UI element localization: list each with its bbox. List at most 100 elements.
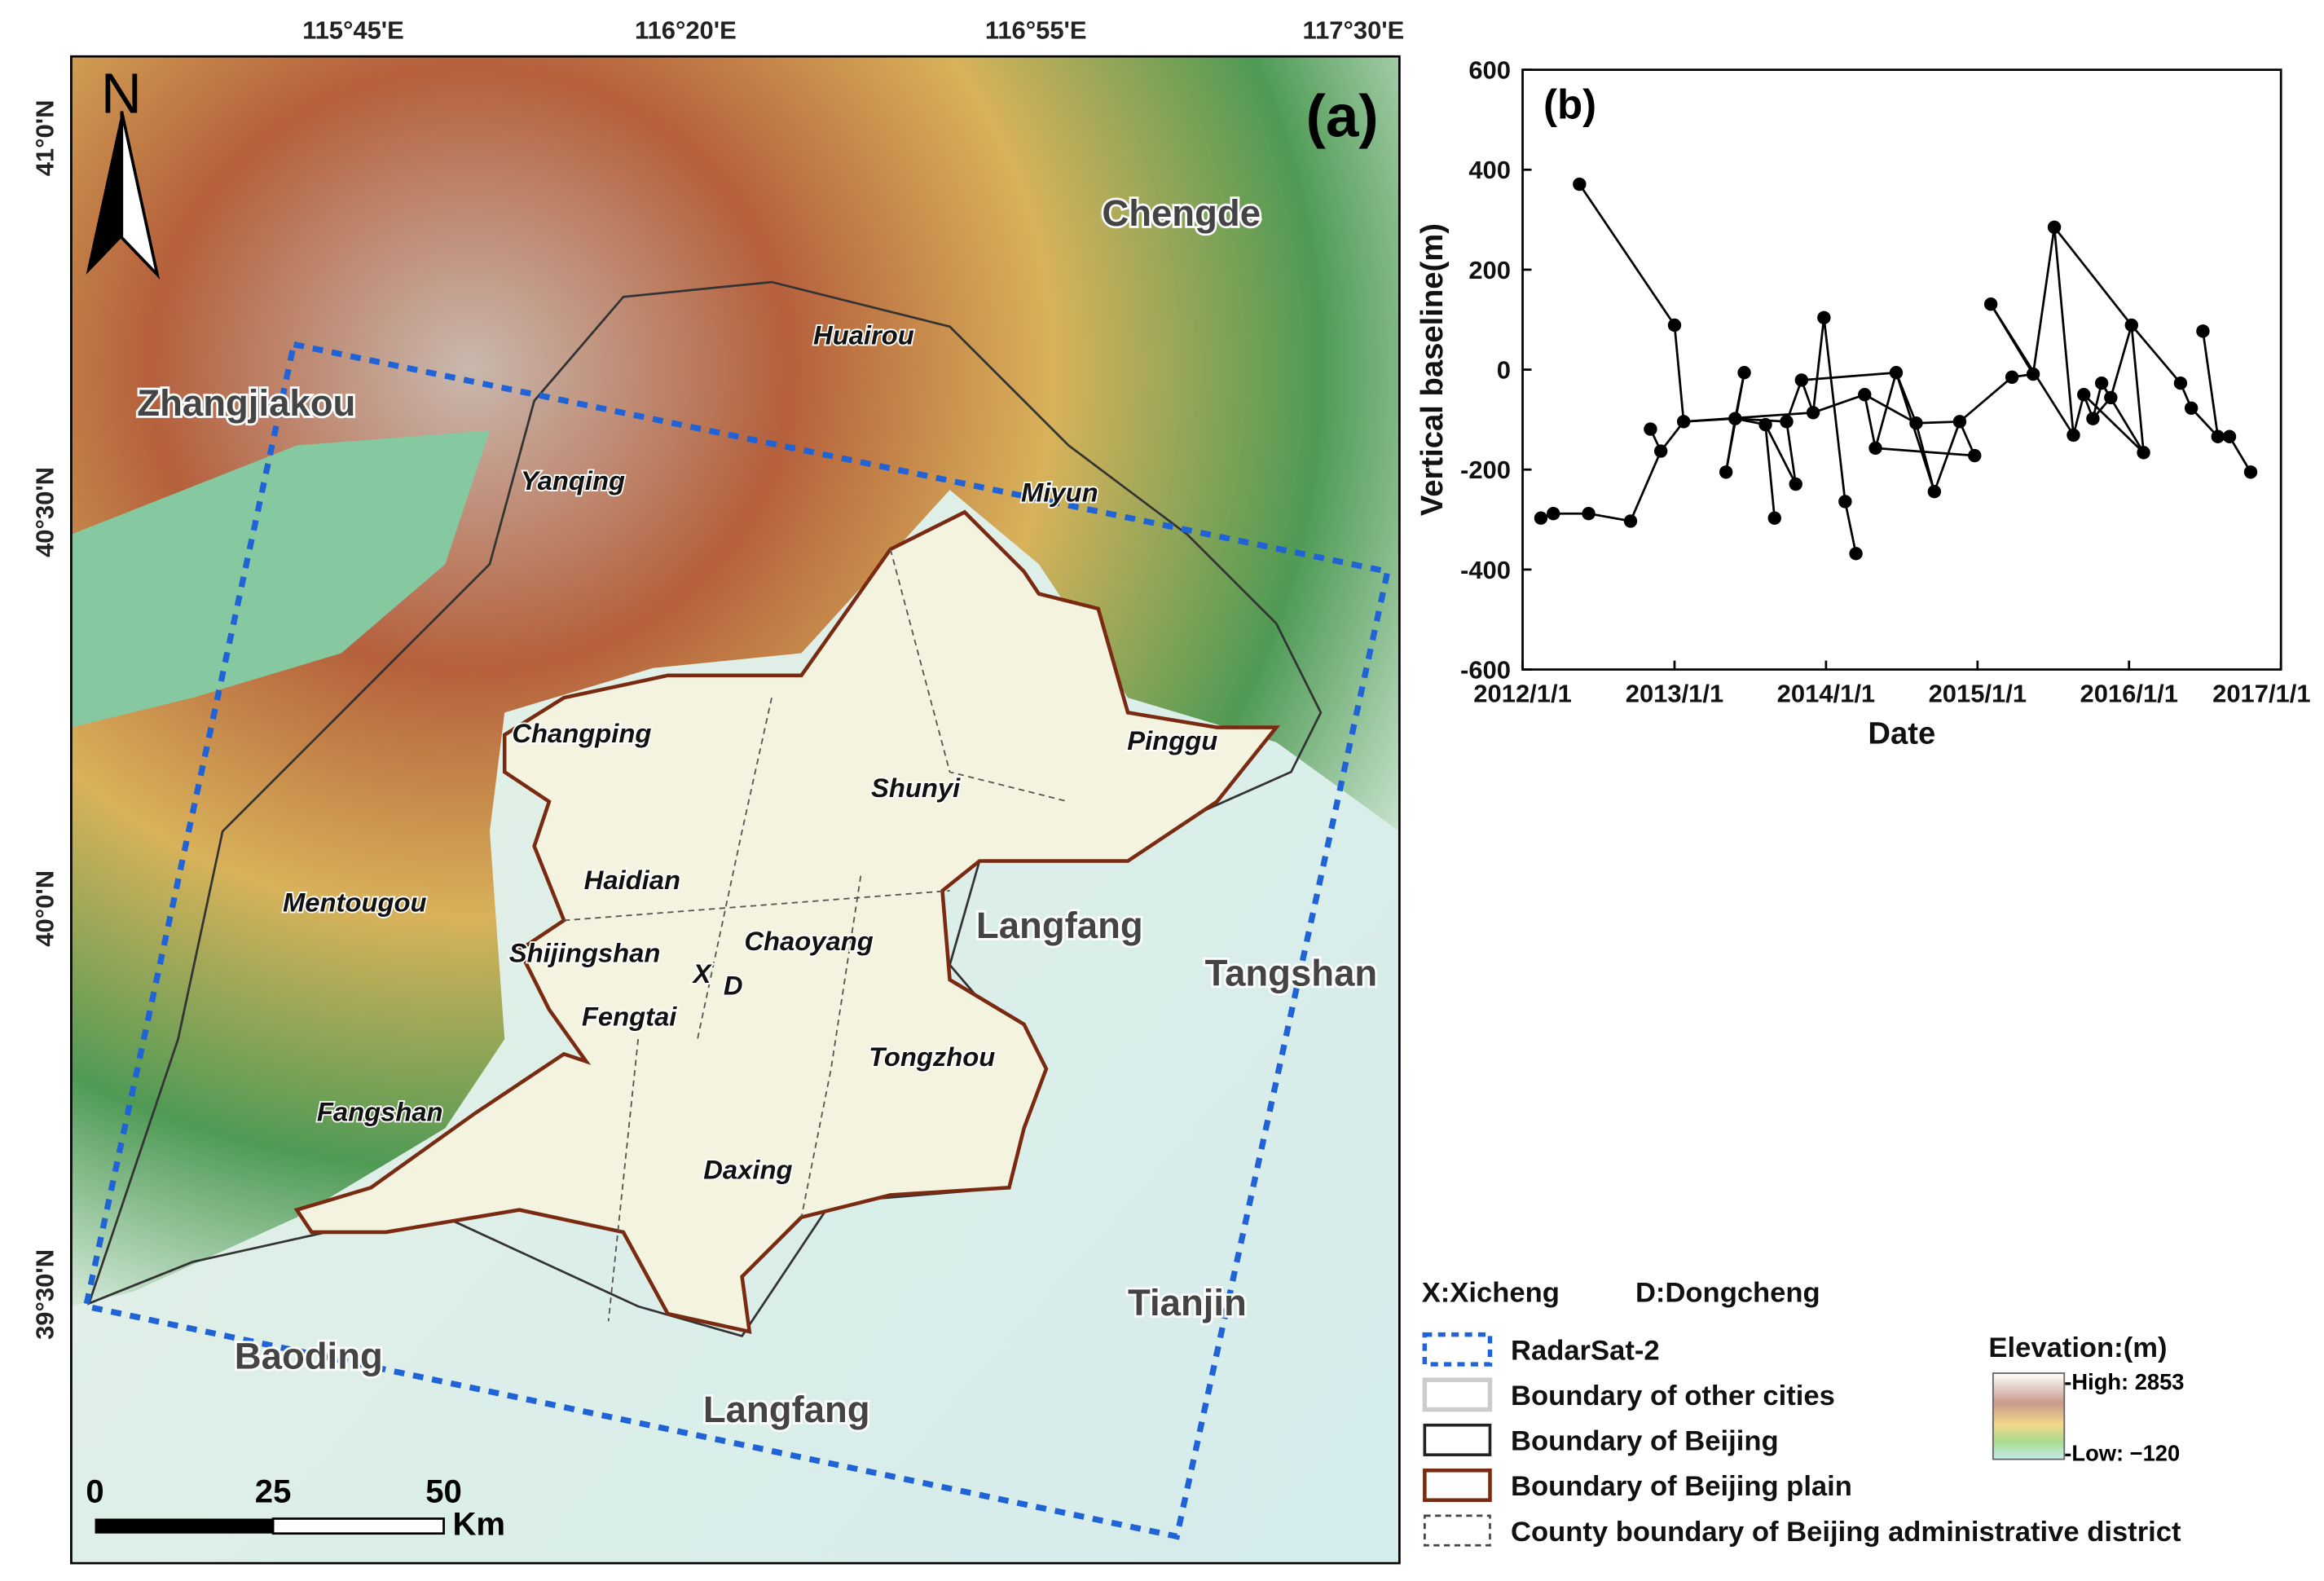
baseline-link	[1933, 421, 1961, 492]
scale-tick-label: 25	[255, 1473, 292, 1509]
acquisition-point	[1794, 373, 1809, 387]
elevation-title: Elevation:(m)	[1988, 1332, 2167, 1363]
y-tick-label: -400	[1460, 556, 1511, 584]
north-arrow	[120, 111, 161, 280]
acquisition-point	[2094, 376, 2109, 390]
baseline-link	[1785, 421, 1798, 485]
x-tick-label: 2013/1/1	[1626, 680, 1723, 708]
acquisition-point	[2222, 429, 2237, 443]
baseline-link	[2110, 324, 2133, 399]
district-label: Changping	[512, 718, 651, 748]
acquisition-point	[2086, 412, 2100, 425]
lon-tick-label: 116°55'E	[985, 15, 1087, 44]
baseline-link	[1959, 376, 2013, 423]
acquisition-point	[1728, 412, 1742, 425]
city-label: Baoding	[235, 1336, 383, 1377]
baseline-link	[1764, 424, 1776, 518]
acquisition-point	[2137, 446, 2150, 460]
acquisition-point	[1719, 465, 1733, 479]
baseline-link	[2072, 394, 2085, 436]
baseline-link	[2031, 227, 2056, 375]
acquisition-point	[2067, 428, 2080, 443]
mountains	[71, 56, 1400, 1307]
radarsat-footprint	[82, 341, 1392, 1540]
map-frame	[70, 55, 1401, 1565]
city-label: Langfang	[703, 1389, 870, 1430]
baseline-link	[1684, 411, 1814, 423]
acquisition-point	[2077, 388, 2091, 402]
acquisition-point	[2047, 220, 2062, 234]
district-label: Fangshan	[317, 1096, 443, 1126]
acquisition-point	[1573, 177, 1587, 192]
y-tick-label: 400	[1468, 156, 1511, 184]
north-arrow	[86, 111, 122, 275]
legend-item: Boundary of Beijing plain	[1511, 1471, 1852, 1502]
acquisition-point	[1582, 507, 1596, 521]
acquisition-point	[1758, 417, 1772, 432]
lon-tick-label: 117°30'E	[1303, 15, 1405, 44]
acquisition-point	[1927, 485, 1942, 499]
district-label: Shijingshan	[509, 937, 661, 967]
district-marker: X	[691, 958, 712, 989]
legend-abbrev: X:Xicheng	[1422, 1278, 1560, 1309]
baseline-link	[1812, 393, 1865, 414]
lon-tick-label: 116°20'E	[635, 15, 737, 44]
district-label: Huairou	[813, 320, 914, 350]
panel-label: (a)	[1306, 84, 1379, 150]
baseline-link	[1844, 501, 1857, 554]
scale-tick-label: 50	[425, 1473, 462, 1509]
acquisition-point	[1968, 448, 1982, 463]
lat-tick-label: 40°30'N	[31, 467, 59, 557]
acquisition-point	[2196, 324, 2210, 338]
baseline-link	[2053, 227, 2075, 436]
district-label: Pinggu	[1127, 725, 1217, 755]
legend-swatch	[1423, 1423, 1492, 1456]
legend-item: RadarSat-2	[1511, 1336, 1660, 1367]
acquisition-point	[1653, 444, 1668, 458]
acquisition-point	[1667, 318, 1682, 332]
district-marker: D	[724, 970, 743, 1000]
x-tick-label: 2017/1/1	[2212, 680, 2310, 708]
baseline-link	[1629, 450, 1662, 522]
baseline-link	[1673, 324, 1685, 422]
district-label: Mentougou	[283, 887, 426, 917]
acquisition-point	[1737, 366, 1751, 380]
acquisition-point	[1534, 511, 1548, 525]
district-label: Miyun	[1021, 478, 1098, 508]
legend: X:Xicheng D:Dongcheng RadarSat-2 Boundary o…	[1422, 1278, 2185, 1548]
y-axis-title: Vertical baseline(m)	[1415, 223, 1450, 516]
baseline-link	[1801, 371, 1897, 381]
baseline-link	[1823, 317, 1846, 502]
baseline-link	[1764, 424, 1797, 485]
baseline-link	[1588, 512, 1631, 522]
baseline-link	[1785, 379, 1803, 422]
legend-swatch	[1422, 1332, 1493, 1367]
baseline-link	[1864, 394, 1917, 425]
legend-swatch	[1422, 1377, 1493, 1412]
acquisition-point	[2005, 370, 2019, 384]
district-label: Shunyi	[871, 773, 961, 803]
elevation-low: -Low: −120	[2064, 1440, 2180, 1465]
acquisition-point	[1644, 422, 1657, 436]
x-tick-label: 2016/1/1	[2080, 680, 2178, 708]
baseline-link	[1915, 422, 1936, 492]
panel-label: (b)	[1543, 81, 1596, 128]
baseline-link	[1916, 420, 1960, 425]
district-label: Chaoyang	[744, 926, 873, 956]
city-label: Tangshan	[1205, 953, 1378, 994]
lat-tick-label: 39°30'N	[31, 1249, 59, 1340]
acquisition-point	[1806, 406, 1820, 420]
district-label: Tongzhou	[869, 1042, 995, 1072]
acquisition-point	[1838, 495, 1852, 509]
baseline-link	[1578, 183, 1676, 326]
baseline-link	[2083, 394, 2145, 454]
city-label: Tianjin	[1128, 1282, 1247, 1323]
baseline-link	[2228, 436, 2252, 473]
acquisition-point	[2211, 429, 2225, 443]
baseline-link	[1875, 447, 1975, 457]
map	[70, 55, 1401, 1565]
beijing-plain	[293, 509, 1280, 1334]
baseline-link	[1811, 317, 1825, 413]
